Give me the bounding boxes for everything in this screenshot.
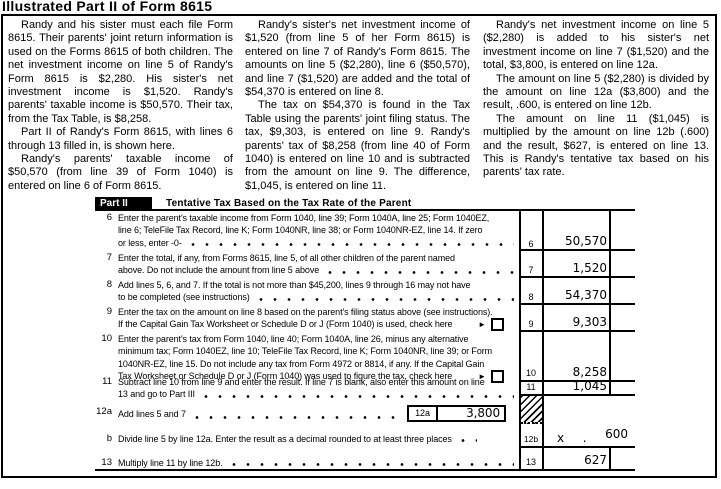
narrative-paragraph: Part II of Randy's Form 8615, with lines… [8,126,233,152]
line-9-text: If the Capital Gain Tax Worksheet or Sch… [118,317,518,331]
grid-line [519,276,635,278]
narrative-column-3: Randy's net investment income on line 5 … [483,19,709,180]
line-12b-entry-value[interactable]: x . 600 [543,427,631,445]
dot-leader [258,296,514,302]
dot-leader [328,269,514,275]
line-8-text: Add lines 5, 6, and 7. If the total is n… [118,280,471,290]
line-6-text-end: or less, enter -0- [118,237,182,248]
dot-leader [231,462,514,468]
grid-line [542,209,544,471]
line-7-text: Enter the total, if any, from Forms 8615… [118,253,455,263]
line-8-text: to be completed (see instructions) [118,291,518,303]
line-12a-text-end: Add lines 5 and 7 [118,408,186,419]
line-12a-text: Add lines 5 and 7 12a 3,800 [118,404,518,422]
line-11-text: 13 and go to Part III [118,388,518,400]
line-10-text: minimum tax; Form 1040EZ, line 10; TeleF… [118,346,493,357]
decimal-digits: 600 [605,427,628,441]
line-10-entry-value[interactable]: 8,258 [572,365,607,379]
line-11-text: Subtract line 10 from line 9 and enter t… [118,377,485,387]
line-7-number: 7 [106,252,112,263]
grid-line [609,446,611,471]
grid-line [519,380,635,382]
line-12b-letter: b [106,433,112,444]
line-8-entry-value[interactable]: 54,370 [565,288,607,302]
line-6-text: Enter the parent's taxable income from F… [118,213,490,223]
line-6-number: 6 [106,212,112,223]
line-9-text: Enter the tax on the amount on line 8 ba… [118,307,493,317]
line-10-text: 1040NR-EZ, line 15. Do not include any t… [118,358,485,369]
line-9-number: 9 [106,306,112,317]
line-12a-entry-box-label: 12a [407,405,438,422]
dot-leader [203,393,514,399]
line-13-entry-value[interactable]: 627 [584,453,607,467]
arrow-right-icon: ► [478,319,486,329]
line-8-number: 8 [106,279,112,290]
narrative-paragraph: The amount on line 11 ($1,045) is multip… [483,112,709,179]
line-7-entry-value[interactable]: 1,520 [572,261,607,275]
line-13-number: 13 [101,457,112,468]
line-13-text-end: Multiply line 11 by line 12b. [118,457,223,468]
dot-leader [460,438,477,444]
grid-line [519,394,635,396]
line-7-text-end: above. Do not include the amount from li… [118,265,320,276]
narrative-paragraph: Randy's net investment income on line 5 … [483,19,709,72]
entry-box-label-10: 10 [525,368,536,378]
entry-box-label-13: 13 [525,457,536,467]
line-9-text-end: If the Capital Gain Tax Worksheet or Sch… [118,319,453,330]
page-title: Illustrated Part II of Form 8615 [2,0,213,14]
entry-box-label-12b: 12b [523,434,539,444]
entry-box-label-11: 11 [526,382,536,392]
narrative-paragraph: Randy's parents' taxable income of $50,5… [8,153,233,192]
entry-box-label-7: 7 [528,265,534,275]
line-9-capital-gain-checkbox[interactable] [491,317,504,331]
multiply-x: x [557,431,565,445]
line-10-capital-gain-checkbox[interactable] [491,369,504,383]
grid-line [95,209,635,211]
part-ii-header-badge: Part II [95,197,152,210]
entry-box-label-9: 9 [528,319,534,329]
dot-leader [190,242,514,248]
line-9-entry-value[interactable]: 9,303 [572,315,607,329]
grid-line [609,209,611,396]
dot-leader [194,415,403,420]
line-11-text-end: 13 and go to Part III [118,389,195,400]
line-7-text: above. Do not include the amount from li… [118,264,518,276]
line-12b-text: Divide line 5 by line 12a. Enter the res… [118,433,518,445]
grid-line [519,330,635,332]
line-10-text-end: Tax Worksheet or Schedule D or J (Form 1… [118,371,453,382]
page-border-frame [1,14,717,478]
narrative-paragraph: Randy and his sister must each file Form… [8,19,233,125]
line-13-text: Multiply line 11 by line 12b. [118,457,518,469]
line-12b-text-end: Divide line 5 by line 12a. Enter the res… [118,433,452,444]
grid-line [519,209,521,471]
grid-line [519,249,635,251]
grid-line [95,469,635,471]
arrow-right-icon: ► [478,371,486,381]
grid-line [519,303,635,305]
narrative-paragraph: The amount on line 5 ($2,280) is divided… [483,72,709,112]
narrative-column-1: Randy and his sister must each file Form… [8,19,233,193]
hatched-cell [521,396,542,424]
narrative-column-2: Randy's sister's net investment income o… [245,19,470,193]
line-11-entry-value[interactable]: 1,045 [572,379,607,393]
line-10-text: Enter the parent's tax from Form 1040, l… [118,334,469,344]
narrative-paragraph: The tax on $54,370 is found in the Tax T… [245,99,470,192]
line-10-number: 10 [101,333,112,344]
line-12a-number: 12a [96,406,112,417]
line-6-text: line 6; TeleFile Tax Record, line K; For… [118,225,483,236]
line-6-entry-value[interactable]: 50,570 [565,234,607,248]
line-6-text: or less, enter -0- [118,237,518,249]
narrative-paragraph: Randy's sister's net investment income o… [245,19,470,99]
entry-box-label-6: 6 [528,239,534,249]
entry-box-label-8: 8 [528,292,534,302]
grid-line [519,446,635,448]
line-11-number: 11 [102,376,112,387]
decimal-point: . [582,431,587,445]
part-ii-header-title: Tentative Tax Based on the Tax Rate of t… [166,198,412,209]
line-8-text-end: to be completed (see instructions) [118,292,250,303]
line-12a-entry-value[interactable]: 3,800 [438,405,506,422]
line-10-text: Tax Worksheet or Schedule D or J (Form 1… [118,369,518,383]
